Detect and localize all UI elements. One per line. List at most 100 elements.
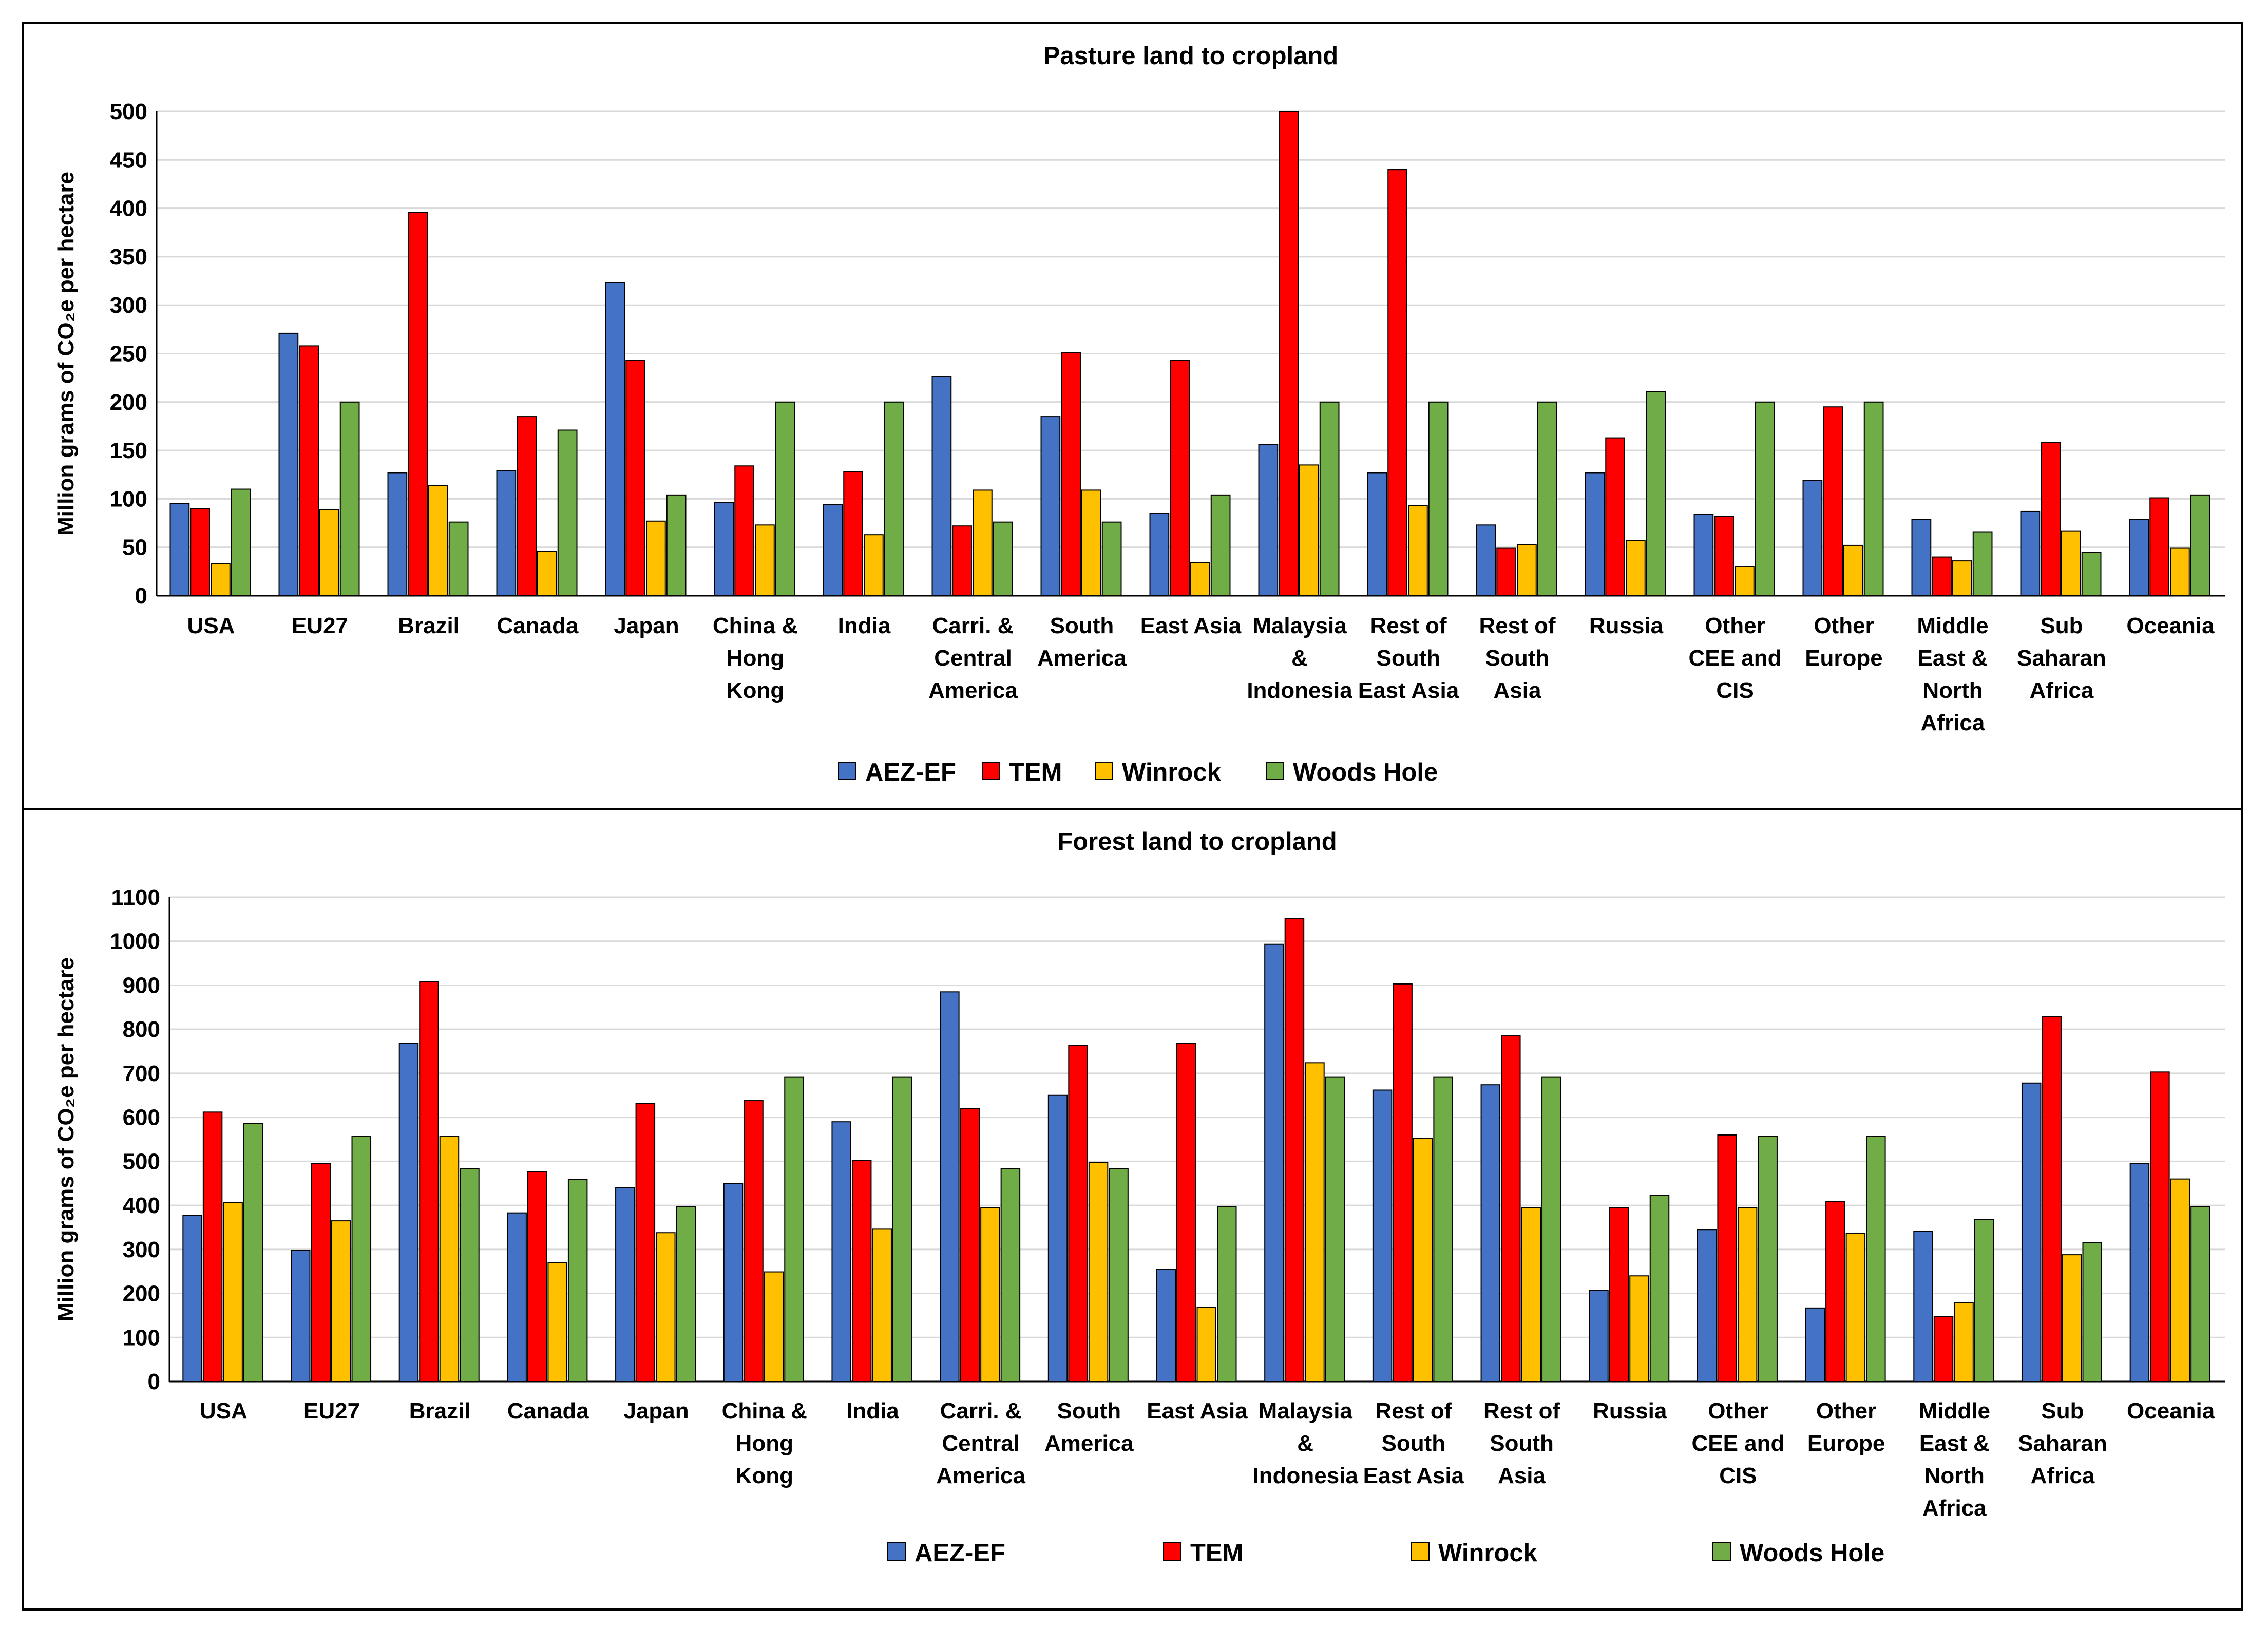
bar-aez-ef-2 [387, 472, 408, 597]
x-category-label: China & [722, 1398, 807, 1424]
bar-winrock-8 [1088, 1162, 1109, 1383]
bar-tem-5 [734, 465, 754, 596]
bar-tem-1 [311, 1163, 331, 1382]
x-category-label: Sub [2041, 1398, 2084, 1424]
x-category-label: Oceania [2127, 1398, 2215, 1424]
x-category-label: Malaysia [1252, 613, 1347, 638]
x-category-label: Middle [1919, 1398, 1990, 1424]
bar-woods-hole-8 [1109, 1168, 1129, 1382]
bar-winrock-6 [872, 1228, 892, 1382]
forest-chart: Forest land to cropland 0 100 200 300 400 500 6… [53, 828, 2225, 1567]
bar-winrock-3 [537, 551, 557, 597]
x-category-label: Malaysia [1258, 1398, 1352, 1424]
bar-aez-ef-18 [2129, 519, 2149, 596]
bar-tem-10 [1279, 111, 1299, 596]
bar-woods-hole-6 [892, 1076, 912, 1382]
bar-tem-12 [1496, 547, 1516, 597]
y-tick-label: 250 [110, 342, 147, 367]
bar-woods-hole-6 [884, 401, 904, 596]
x-category-label: CEE and [1689, 646, 1782, 671]
bar-woods-hole-0 [243, 1123, 263, 1382]
bar-woods-hole-12 [1541, 1076, 1561, 1382]
x-category-label: Russia [1589, 613, 1664, 638]
bar-woods-hole-7 [993, 521, 1013, 596]
bar-woods-hole-18 [2190, 494, 2210, 597]
x-category-label: America [1037, 646, 1127, 671]
bar-aez-ef-4 [615, 1187, 635, 1383]
bar-aez-ef-5 [723, 1183, 744, 1383]
bar-winrock-11 [1413, 1138, 1433, 1382]
bar-winrock-5 [755, 524, 775, 597]
x-category-label: Asia [1494, 678, 1541, 703]
bar-winrock-14 [1737, 1207, 1758, 1382]
bar-tem-11 [1387, 169, 1407, 597]
x-category-label: America [1044, 1431, 1134, 1456]
bar-tem-13 [1605, 437, 1625, 596]
y-tick-label: 800 [123, 1017, 160, 1042]
x-category-label: America [928, 678, 1018, 703]
bar-winrock-18 [2170, 547, 2190, 597]
x-category-label: Asia [1498, 1463, 1546, 1488]
bar-winrock-18 [2170, 1178, 2190, 1382]
x-category-label: USA [200, 1398, 247, 1424]
x-category-label: South [1485, 646, 1550, 671]
x-category-label: Hong [736, 1431, 793, 1456]
bar-aez-ef-9 [1149, 513, 1170, 596]
bar-tem-11 [1393, 983, 1413, 1382]
bar-woods-hole-3 [557, 429, 578, 597]
bar-woods-hole-13 [1649, 1195, 1670, 1382]
bar-aez-ef-5 [714, 502, 734, 596]
legend-label: AEZ-EF [865, 759, 956, 786]
x-category-label: CEE and [1691, 1431, 1784, 1456]
bar-aez-ef-6 [831, 1121, 851, 1382]
legend-swatch-winrock [1095, 762, 1113, 780]
bar-woods-hole-8 [1101, 521, 1122, 596]
y-tick-label: 450 [110, 147, 147, 173]
x-category-label: & [1297, 1431, 1313, 1456]
bar-winrock-6 [864, 534, 884, 597]
bar-aez-ef-14 [1697, 1229, 1717, 1383]
y-axis-label: Million grams of CO₂e per hectare [53, 957, 79, 1321]
x-category-label: Rest of [1479, 613, 1555, 638]
bar-woods-hole-10 [1325, 1076, 1345, 1382]
bar-tem-12 [1501, 1035, 1521, 1382]
x-category-label: CIS [1716, 678, 1754, 703]
bar-aez-ef-8 [1040, 416, 1061, 597]
bar-tem-17 [2042, 1016, 2062, 1382]
bar-tem-18 [2149, 497, 2169, 596]
bar-aez-ef-10 [1264, 943, 1284, 1382]
bar-aez-ef-17 [2020, 510, 2041, 597]
x-category-label: Kong [727, 678, 784, 703]
bar-woods-hole-18 [2190, 1206, 2210, 1383]
bar-aez-ef-2 [398, 1043, 419, 1382]
bar-winrock-3 [547, 1262, 567, 1383]
bar-aez-ef-10 [1258, 444, 1279, 596]
bar-tem-18 [2150, 1071, 2170, 1382]
bar-aez-ef-8 [1047, 1094, 1068, 1382]
y-tick-label: 400 [123, 1193, 160, 1218]
x-category-label: South [1490, 1431, 1554, 1456]
bar-tem-9 [1176, 1043, 1196, 1382]
bar-woods-hole-16 [1974, 1219, 1994, 1383]
x-category-label: Russia [1593, 1398, 1667, 1424]
bar-aez-ef-13 [1585, 472, 1605, 597]
bar-tem-6 [851, 1160, 872, 1383]
bar-woods-hole-9 [1210, 494, 1231, 597]
x-category-label: Brazil [409, 1398, 471, 1424]
bar-tem-16 [1933, 1316, 1954, 1382]
bar-tem-5 [744, 1100, 764, 1383]
bar-aez-ef-17 [2021, 1082, 2042, 1382]
x-category-label: Indonesia [1247, 678, 1352, 703]
bar-winrock-7 [973, 489, 993, 597]
x-category-label: Africa [2030, 678, 2094, 703]
x-category-label: EU27 [292, 613, 348, 638]
x-category-label: Rest of [1375, 1398, 1452, 1424]
bar-woods-hole-12 [1537, 401, 1557, 596]
x-category-label: CIS [1719, 1463, 1757, 1488]
bar-woods-hole-15 [1863, 401, 1884, 596]
bar-tem-6 [843, 471, 863, 596]
bar-woods-hole-4 [676, 1206, 696, 1383]
x-category-label: China & [713, 613, 798, 638]
bar-woods-hole-9 [1217, 1206, 1237, 1383]
bar-winrock-2 [439, 1136, 460, 1382]
